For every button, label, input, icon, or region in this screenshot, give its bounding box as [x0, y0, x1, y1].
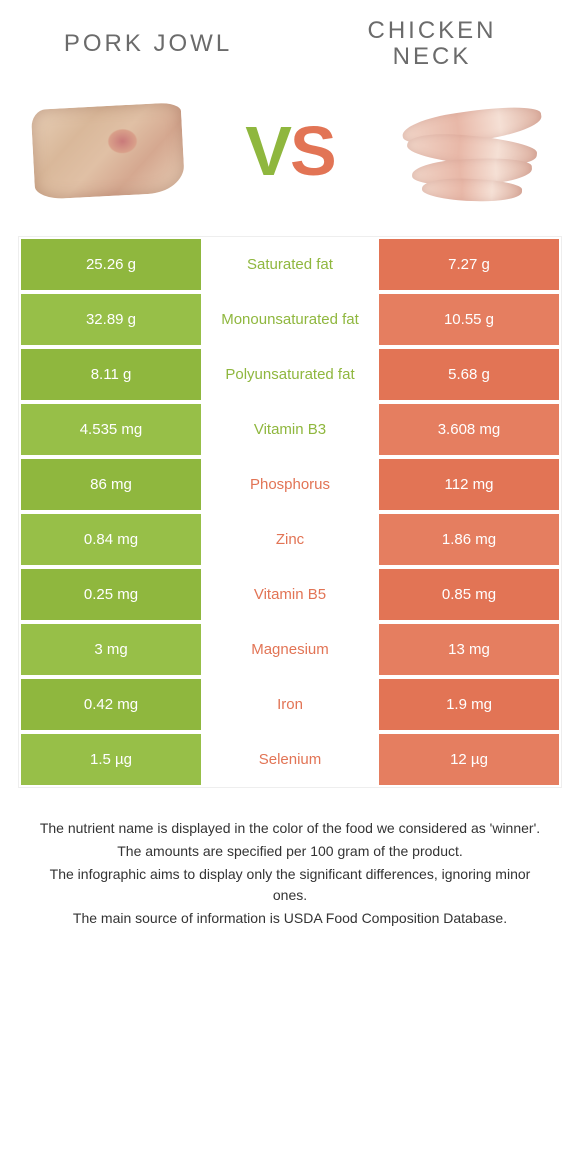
right-value: 1.86 mg	[379, 514, 559, 565]
right-value: 0.85 mg	[379, 569, 559, 620]
left-food-title: Pork Jowl	[48, 31, 248, 57]
header: Pork Jowl Chicken Neck	[18, 18, 562, 81]
right-value: 10.55 g	[379, 294, 559, 345]
left-value: 0.42 mg	[21, 679, 201, 730]
right-value: 5.68 g	[379, 349, 559, 400]
table-row: 0.25 mgVitamin B50.85 mg	[19, 567, 561, 622]
left-value: 4.535 mg	[21, 404, 201, 455]
nutrient-label: Monounsaturated fat	[203, 292, 377, 347]
vs-label: VS	[245, 111, 334, 191]
nutrient-label: Vitamin B5	[203, 567, 377, 622]
right-food-title: Chicken Neck	[332, 18, 532, 71]
nutrient-label: Vitamin B3	[203, 402, 377, 457]
nutrient-label: Phosphorus	[203, 457, 377, 512]
chicken-neck-image	[382, 86, 562, 216]
right-value: 13 mg	[379, 624, 559, 675]
vs-s: S	[290, 112, 335, 190]
table-row: 8.11 gPolyunsaturated fat5.68 g	[19, 347, 561, 402]
left-value: 0.25 mg	[21, 569, 201, 620]
nutrient-label: Magnesium	[203, 622, 377, 677]
nutrient-label: Polyunsaturated fat	[203, 347, 377, 402]
footer-line: The nutrient name is displayed in the co…	[38, 818, 542, 839]
left-value: 0.84 mg	[21, 514, 201, 565]
right-value: 3.608 mg	[379, 404, 559, 455]
footer-line: The main source of information is USDA F…	[38, 908, 542, 929]
right-value: 12 µg	[379, 734, 559, 785]
left-value: 32.89 g	[21, 294, 201, 345]
left-value: 1.5 µg	[21, 734, 201, 785]
table-row: 4.535 mgVitamin B33.608 mg	[19, 402, 561, 457]
vs-v: V	[245, 112, 290, 190]
table-row: 3 mgMagnesium13 mg	[19, 622, 561, 677]
left-value: 3 mg	[21, 624, 201, 675]
table-row: 32.89 gMonounsaturated fat10.55 g	[19, 292, 561, 347]
table-row: 25.26 gSaturated fat7.27 g	[19, 237, 561, 292]
nutrient-label: Iron	[203, 677, 377, 732]
pork-jowl-image	[18, 86, 198, 216]
nutrient-label: Selenium	[203, 732, 377, 787]
right-value: 1.9 mg	[379, 679, 559, 730]
vs-row: VS	[18, 81, 562, 236]
left-value: 86 mg	[21, 459, 201, 510]
right-value: 112 mg	[379, 459, 559, 510]
nutrient-table: 25.26 gSaturated fat7.27 g32.89 gMonouns…	[18, 236, 562, 788]
nutrient-label: Zinc	[203, 512, 377, 567]
nutrient-label: Saturated fat	[203, 237, 377, 292]
footer-notes: The nutrient name is displayed in the co…	[18, 788, 562, 929]
right-value: 7.27 g	[379, 239, 559, 290]
table-row: 86 mgPhosphorus112 mg	[19, 457, 561, 512]
left-value: 25.26 g	[21, 239, 201, 290]
left-value: 8.11 g	[21, 349, 201, 400]
table-row: 1.5 µgSelenium12 µg	[19, 732, 561, 787]
footer-line: The infographic aims to display only the…	[38, 864, 542, 906]
table-row: 0.42 mgIron1.9 mg	[19, 677, 561, 732]
footer-line: The amounts are specified per 100 gram o…	[38, 841, 542, 862]
table-row: 0.84 mgZinc1.86 mg	[19, 512, 561, 567]
